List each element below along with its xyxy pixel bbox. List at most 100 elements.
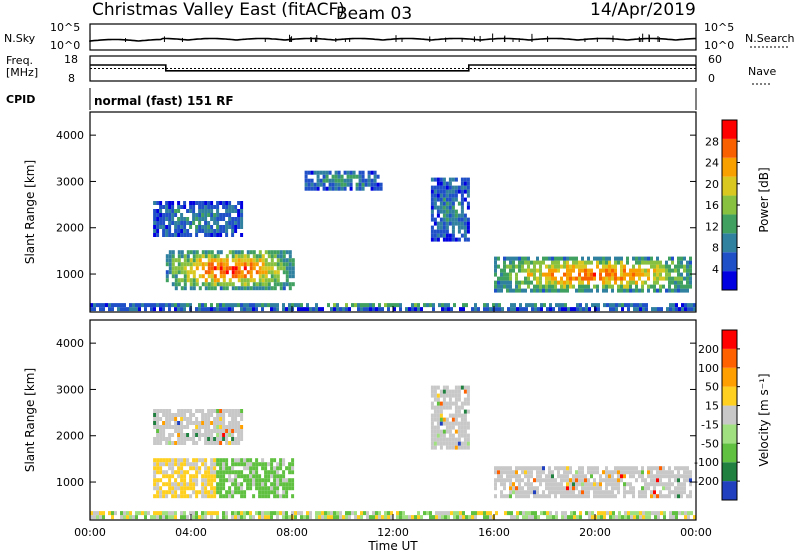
heatmap-cell [231,482,235,487]
heatmap-cell [270,307,273,312]
heatmap-cell [165,437,169,441]
heatmap-cell [93,511,96,516]
heatmap-cell [551,256,554,261]
heatmap-cell [689,276,692,281]
freq-tick-bottom: 8 [68,72,75,85]
heatmap-cell [270,262,274,267]
heatmap-cell [222,511,225,516]
heatmap-cell [291,270,295,275]
heatmap-cell [602,288,605,293]
heatmap-cell [357,303,360,308]
heatmap-cell [243,515,246,520]
heatmap-cell [433,189,437,194]
heatmap-cell [572,482,575,487]
heatmap-cell [578,260,581,265]
heatmap-cell [650,474,653,479]
heatmap-cell [644,272,647,277]
heatmap-cell [240,413,244,417]
heatmap-cell [663,511,666,516]
heatmap-cell [687,303,690,308]
heatmap-cell [345,511,348,516]
nsky-panel: N.Sky N.Search 10^5 10^0 10^5 10^0 [4,21,795,52]
heatmap-cell [177,209,181,213]
heatmap-cell [237,262,241,267]
heatmap-cell [684,511,687,516]
heatmap-cell [554,280,557,285]
heatmap-cell [108,303,111,308]
heatmap-cell [689,482,692,487]
heatmap-cell [370,182,374,187]
heatmap-cell [439,421,443,426]
heatmap-cell [180,262,184,267]
heatmap-cell [210,494,214,499]
heatmap-cell [213,217,217,221]
heatmap-cell [512,256,515,261]
heatmap-cell [662,474,665,479]
heatmap-cell [99,511,102,516]
heatmap-cell [611,268,614,273]
heatmap-cell [222,466,226,471]
heatmap-cell [466,193,470,198]
heatmap-cell [168,462,172,467]
heatmap-cell [683,474,686,479]
heatmap-cell [570,511,573,516]
heatmap-cell [198,429,202,433]
heatmap-cell [551,264,554,269]
heatmap-cell [219,262,223,267]
heatmap-cell [258,462,262,467]
heatmap-cell [531,307,534,312]
heatmap-cell [578,466,581,471]
heatmap-cell [237,274,241,279]
heatmap-cell [276,490,280,495]
heatmap-cell [246,511,249,516]
heatmap-cell [684,307,687,312]
heatmap-cell [361,178,365,183]
heatmap-cell [575,264,578,269]
heatmap-cell [183,201,187,205]
heatmap-cell [569,256,572,261]
heatmap-cell [261,262,265,267]
heatmap-cell [246,282,250,287]
heatmap-cell [656,276,659,281]
heatmap-cell [210,278,214,283]
heatmap-cell [463,401,467,406]
heatmap-cell [264,462,268,467]
heatmap-cell [578,478,581,483]
heatmap-cell [650,284,653,289]
heatmap-cell [450,307,453,312]
heatmap-cell [659,482,662,487]
heatmap-cell [548,494,551,499]
heatmap-cell [222,270,226,275]
heatmap-cell [279,482,283,487]
heatmap-cell [543,511,546,516]
heatmap-cell [228,209,232,213]
heatmap-cell [189,462,193,467]
heatmap-cell [509,260,512,265]
heatmap-cell [680,260,683,265]
heatmap-cell [561,303,564,308]
heatmap-cell [192,221,196,225]
heatmap-cell [240,437,244,441]
heatmap-cell [557,470,560,475]
heatmap-cell [144,511,147,516]
heatmap-cell [240,233,244,237]
heatmap-cell [489,515,492,520]
heatmap-cell [309,307,312,312]
heatmap-cell [270,250,274,255]
heatmap-cell [576,515,579,520]
heatmap-cell [204,417,208,421]
heatmap-cell [162,213,166,217]
heatmap-cell [654,511,657,516]
heatmap-cell [291,303,294,308]
heatmap-cell [623,284,626,289]
heatmap-cell [189,417,193,421]
heatmap-cell [264,274,268,279]
heatmap-cell [611,474,614,479]
heatmap-cell [243,494,247,499]
heatmap-cell [548,486,551,491]
heatmap-cell [515,264,518,269]
heatmap-cell [436,225,440,230]
heatmap-cell [650,466,653,471]
heatmap-cell [599,474,602,479]
heatmap-cell [237,250,241,255]
